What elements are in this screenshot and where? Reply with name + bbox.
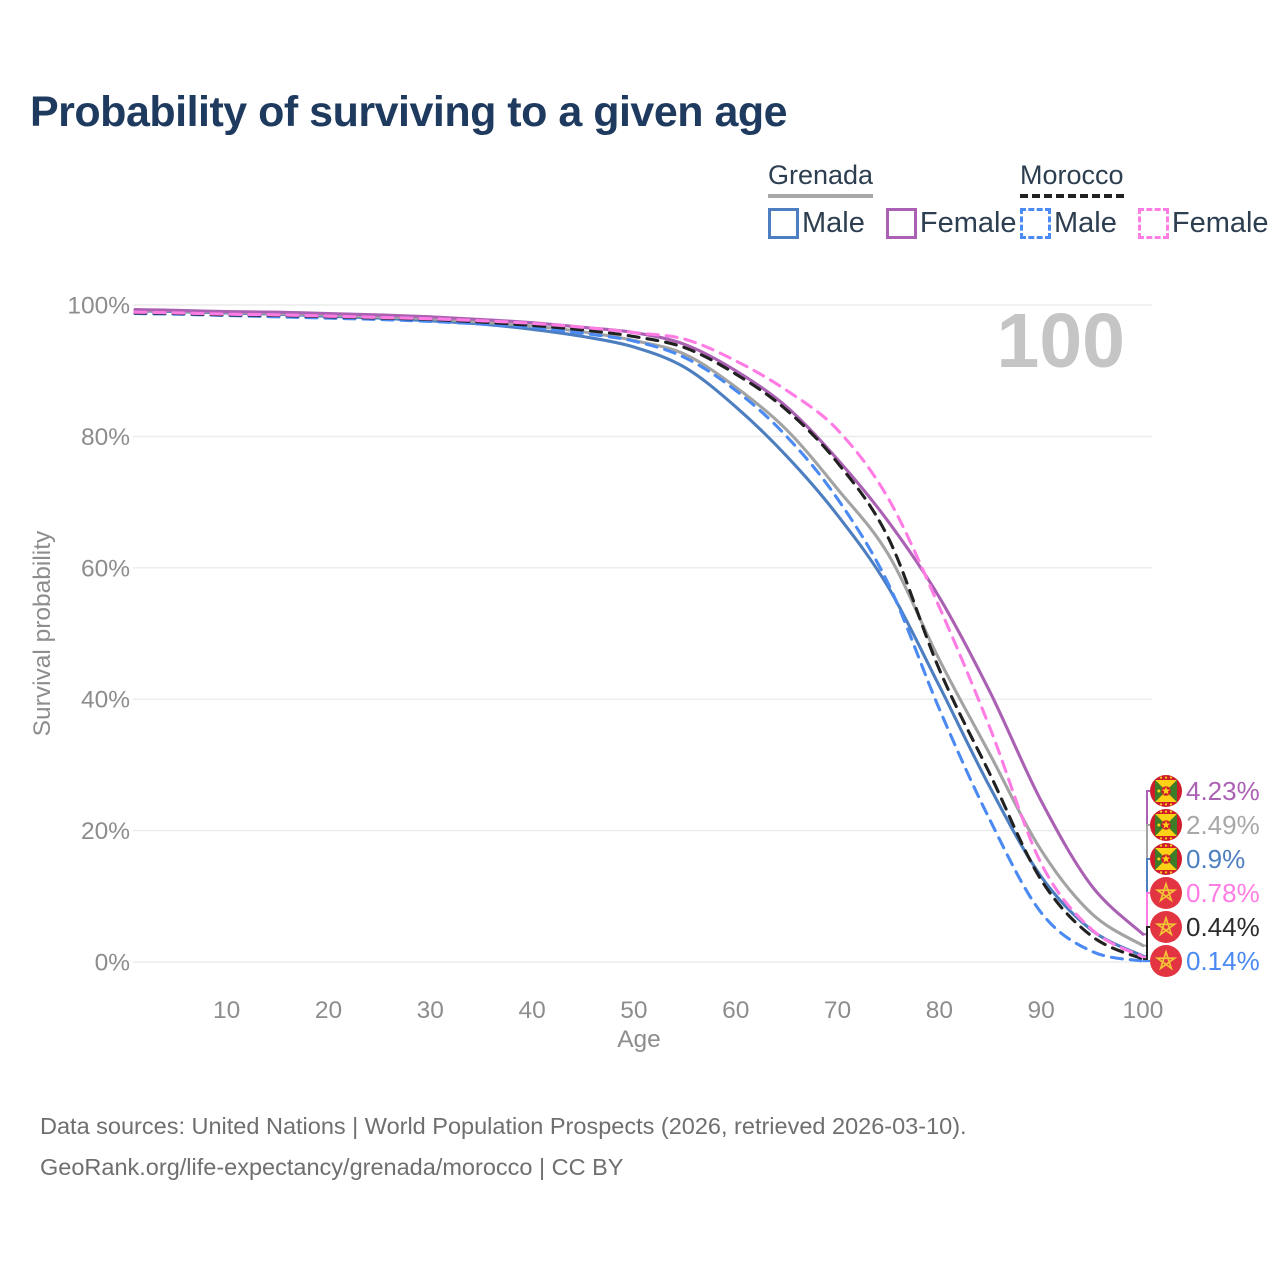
page-title: Probability of surviving to a given age — [30, 88, 788, 136]
legend-item-morocco-female[interactable]: Female — [1137, 207, 1269, 240]
morocco-flag-icon — [1150, 911, 1182, 943]
morocco-male-swatch — [1020, 208, 1051, 239]
morocco-female-swatch — [1137, 208, 1169, 239]
x-tick-label: 100 — [1123, 997, 1164, 1024]
legend-group-morocco: Morocco Male Female — [1020, 160, 1269, 240]
series-line-grenada-female — [133, 308, 1145, 936]
legend-group-label: Morocco — [1020, 160, 1124, 190]
x-tick-label: 70 — [824, 997, 851, 1024]
legend-group-label: Grenada — [768, 160, 874, 190]
legend-item-grenada-male[interactable]: Male — [768, 207, 865, 240]
legend-header-morocco[interactable]: Morocco — [1020, 160, 1124, 198]
legend-item-morocco-male[interactable]: Male — [1020, 207, 1117, 240]
y-tick-label: 20% — [81, 818, 130, 845]
legend-item-label: Male — [1054, 207, 1117, 239]
legend-header-grenada[interactable]: Grenada — [768, 160, 874, 198]
end-label-connector — [1143, 926, 1150, 961]
morocco-flag-icon — [1150, 877, 1182, 909]
x-tick-label: 60 — [722, 997, 749, 1024]
series-line-morocco-male — [133, 311, 1145, 963]
series-line-grenada-male — [133, 309, 1145, 958]
x-tick-label: 20 — [315, 997, 342, 1024]
legend-item-label: Female — [919, 207, 1017, 239]
footer: Data sources: United Nations | World Pop… — [40, 1106, 967, 1188]
x-tick-label: 10 — [213, 997, 240, 1024]
legend-item-label: Male — [802, 207, 865, 239]
legend-group-grenada: Grenada Male Female — [768, 160, 1017, 240]
x-tick-label: 30 — [417, 997, 444, 1024]
end-value-label: 0.14% — [1186, 946, 1260, 976]
footer-data-sources: Data sources: United Nations | World Pop… — [40, 1113, 967, 1139]
end-label-connector — [1143, 892, 1150, 958]
morocco-line-sample — [1020, 194, 1124, 198]
age-counter-watermark: 100 — [997, 298, 1125, 384]
y-axis-title: Survival probability — [29, 530, 56, 736]
y-tick-label: 100% — [67, 293, 130, 320]
end-value-label: 4.23% — [1186, 776, 1260, 806]
end-value-label: 0.44% — [1186, 912, 1260, 942]
x-axis-title: Age — [617, 1026, 661, 1053]
y-tick-label: 40% — [81, 687, 130, 714]
x-tick-label: 80 — [926, 997, 953, 1024]
footer-attribution: GeoRank.org/life-expectancy/grenada/moro… — [40, 1154, 624, 1180]
grenada-female-swatch — [885, 208, 917, 239]
grenada-line-sample — [768, 194, 874, 198]
end-value-label: 0.78% — [1186, 878, 1260, 908]
grenada-flag-icon — [1150, 809, 1182, 841]
y-tick-label: 80% — [81, 424, 130, 451]
end-value-label: 0.9% — [1186, 844, 1245, 874]
y-tick-label: 60% — [81, 555, 130, 582]
legend: Grenada Male Female Morocco — [0, 160, 1280, 250]
legend-item-grenada-female[interactable]: Female — [885, 207, 1017, 240]
series-line-morocco-both-sexes — [133, 311, 1145, 961]
grenada-flag-icon — [1150, 775, 1182, 807]
series-line-morocco-female — [133, 310, 1145, 959]
x-tick-label: 40 — [518, 997, 545, 1024]
grenada-flag-icon — [1150, 843, 1182, 875]
legend-items-grenada: Male Female — [768, 207, 1017, 240]
end-value-label: 2.49% — [1186, 810, 1260, 840]
grenada-male-swatch — [768, 208, 799, 239]
legend-items-morocco: Male Female — [1020, 207, 1269, 240]
legend-item-label: Female — [1171, 207, 1269, 239]
morocco-flag-icon — [1150, 945, 1182, 977]
x-tick-label: 90 — [1028, 997, 1055, 1024]
y-tick-label: 0% — [95, 950, 130, 977]
series-line-grenada-both-sexes — [133, 308, 1145, 948]
x-tick-label: 50 — [620, 997, 647, 1024]
